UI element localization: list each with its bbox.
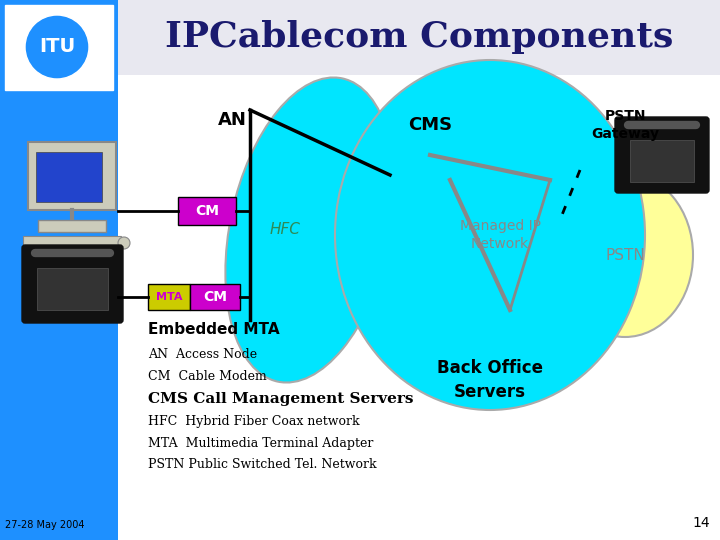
- Bar: [38, 220, 106, 232]
- Bar: [630, 140, 694, 182]
- Bar: [23, 236, 121, 250]
- Text: PSTN
Gateway: PSTN Gateway: [591, 109, 659, 140]
- Text: Embedded MTA: Embedded MTA: [148, 322, 279, 338]
- Text: HFC  Hybrid Fiber Coax network: HFC Hybrid Fiber Coax network: [148, 415, 359, 428]
- Text: CM: CM: [195, 204, 219, 218]
- Text: 27-28 May 2004: 27-28 May 2004: [5, 520, 84, 530]
- Ellipse shape: [557, 173, 693, 337]
- Text: HFC: HFC: [269, 222, 300, 238]
- Ellipse shape: [225, 77, 395, 382]
- Text: CMS Call Management Servers: CMS Call Management Servers: [148, 392, 413, 406]
- Bar: [36, 152, 102, 202]
- Text: Managed IP
Network: Managed IP Network: [459, 219, 541, 251]
- Circle shape: [25, 15, 89, 79]
- Bar: [5, 5, 113, 90]
- Bar: [148, 284, 190, 310]
- Text: CM  Cable Modem: CM Cable Modem: [148, 370, 266, 383]
- Ellipse shape: [335, 60, 645, 410]
- FancyBboxPatch shape: [22, 245, 123, 323]
- Bar: [28, 142, 116, 210]
- Text: Back Office
Servers: Back Office Servers: [437, 359, 543, 401]
- Text: AN: AN: [217, 111, 246, 129]
- Text: CMS: CMS: [408, 116, 452, 134]
- Bar: [190, 284, 240, 310]
- FancyBboxPatch shape: [615, 117, 709, 193]
- Text: IPCablecom Components: IPCablecom Components: [165, 21, 673, 55]
- Text: CM: CM: [203, 290, 227, 304]
- Bar: [37, 268, 108, 310]
- Text: 14: 14: [693, 516, 710, 530]
- Text: PSTN Public Switched Tel. Network: PSTN Public Switched Tel. Network: [148, 458, 377, 471]
- Text: PSTN: PSTN: [605, 247, 645, 262]
- Text: AN  Access Node: AN Access Node: [148, 348, 257, 361]
- Text: MTA: MTA: [156, 292, 182, 302]
- Circle shape: [118, 237, 130, 249]
- Bar: [0, 0, 118, 540]
- Bar: [178, 197, 236, 225]
- Text: MTA  Multimedia Terminal Adapter: MTA Multimedia Terminal Adapter: [148, 436, 374, 449]
- Bar: [118, 0, 720, 75]
- Text: ITU: ITU: [39, 37, 75, 57]
